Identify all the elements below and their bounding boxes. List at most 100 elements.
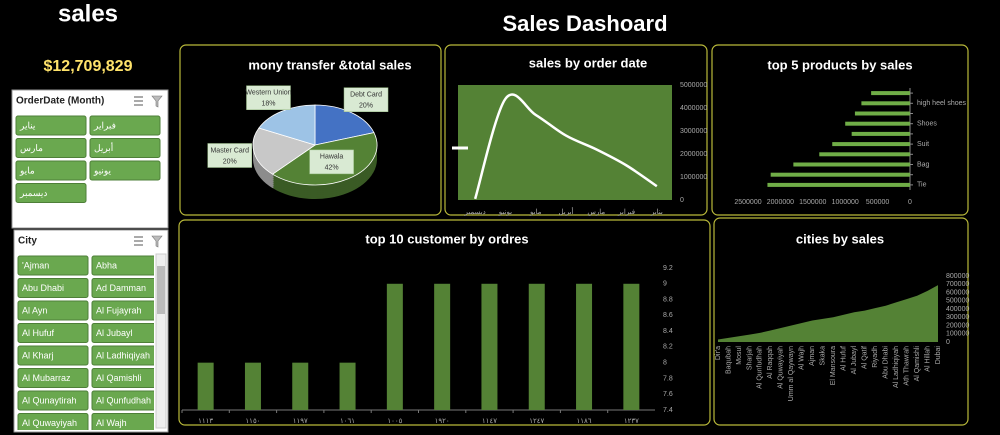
bar (767, 182, 910, 187)
area (718, 285, 938, 342)
slicer-button[interactable] (17, 323, 89, 343)
slicer-button[interactable] (91, 345, 162, 366)
x-tick-label: Al Qamishli (914, 346, 921, 382)
slicer-button[interactable] (15, 160, 87, 181)
y-tick-label: 3000000 (680, 128, 707, 135)
y-tick-label: Shoes (917, 121, 937, 128)
slicer-button[interactable] (91, 390, 162, 411)
x-tick-label: ١٠٦١ (340, 418, 355, 425)
multi-select-icon[interactable] (134, 96, 143, 106)
bar (851, 131, 910, 136)
data-label-box (207, 143, 252, 168)
x-tick-label: Dubai (935, 346, 942, 365)
slicer-button[interactable] (91, 323, 162, 343)
x-tick-label: Al Quwayiyah (778, 346, 785, 389)
slicer-button[interactable] (17, 278, 89, 298)
y-tick-label: 8.4 (663, 328, 673, 335)
bar (832, 142, 910, 147)
x-tick-label: Umm al Qaywayn (788, 346, 795, 401)
y-tick-label: Tie (917, 182, 927, 189)
clear-filter-icon[interactable] (151, 235, 163, 248)
slicer-button-label: يناير (19, 120, 36, 131)
bar (576, 283, 593, 410)
slicer-button[interactable] (15, 138, 87, 158)
x-tick-label: ١٢٣٧ (624, 418, 639, 425)
y-tick-label: Bag (917, 161, 930, 168)
x-tick-label: يونيو (498, 209, 512, 216)
slicer-button[interactable] (17, 345, 89, 366)
bar (770, 172, 910, 177)
slicer-button[interactable] (89, 160, 161, 181)
x-tick-label: ١١١٣ (198, 418, 213, 425)
slicer-button[interactable] (17, 413, 89, 433)
bar (871, 91, 910, 96)
bar (528, 283, 545, 410)
pie-slice (258, 104, 316, 146)
x-tick-label: Al Qatif (862, 346, 869, 369)
slicer-button[interactable] (89, 138, 161, 158)
y-tick-label: 8.8 (663, 296, 673, 303)
x-tick-label: ١٠٠٥ (387, 418, 402, 425)
data-label-value: 42% (325, 165, 339, 172)
data-label-value: 20% (223, 158, 237, 165)
chart-title: mony transfer &total sales (248, 57, 411, 72)
panel (711, 44, 969, 216)
slicer-button-label: Al Qunaytirah (22, 395, 77, 405)
chart-title: top 10 customer by ordres (365, 231, 528, 246)
slicer-button-label: Al Qamishli (96, 373, 142, 383)
slicer-button[interactable] (91, 278, 162, 298)
slicer-button-label: مارس (20, 143, 43, 154)
slicer (11, 89, 169, 229)
slicer-button[interactable] (89, 115, 161, 136)
bar (819, 152, 910, 157)
y-tick-label: 9 (663, 281, 667, 288)
clear-filter-icon[interactable] (151, 95, 163, 108)
data-label-value: 20% (359, 103, 373, 110)
slicer-button-label: Ad Damman (96, 283, 146, 293)
multi-select-icon[interactable] (134, 236, 143, 246)
x-tick-label: مارس (587, 208, 605, 216)
slicer-button[interactable] (15, 183, 87, 203)
slicer-button[interactable] (91, 255, 162, 276)
y-tick-label: 600000 (946, 289, 969, 296)
y-tick-label: 5000000 (680, 82, 707, 89)
slicer-button-label: Al Ayn (22, 305, 47, 315)
y-tick-label: 700000 (946, 281, 969, 288)
x-tick-label: 1500000 (799, 199, 826, 206)
bar (339, 362, 356, 410)
x-tick-label: فبراير (617, 208, 635, 216)
x-tick-label: Abu Dhabi (882, 346, 889, 379)
bar (793, 162, 910, 167)
x-tick-label: El Mansoura (830, 346, 837, 385)
x-tick-label: 1000000 (832, 199, 859, 206)
x-tick-label: Al Jubayl (851, 346, 858, 375)
data-label-name: Hawala (320, 154, 343, 161)
y-tick-label: 8.6 (663, 312, 673, 319)
slicer-button-label: Al Qunfudhah (96, 395, 151, 405)
slicer-button[interactable] (17, 368, 89, 388)
x-tick-label: Ath Thawrah (903, 346, 910, 386)
slicer-button[interactable] (17, 255, 89, 276)
data-label-name: Master Card (210, 147, 249, 154)
slicer-button-label: Abha (96, 260, 117, 270)
bar (434, 283, 451, 410)
x-tick-label: 0 (908, 199, 912, 206)
x-tick-label: ١١٥٠ (245, 418, 260, 425)
slicer-button-label: Al Wajh (96, 418, 127, 428)
y-tick-label: 4000000 (680, 105, 707, 112)
slicer-button[interactable] (15, 115, 87, 136)
slicer-button[interactable] (91, 413, 162, 433)
slicer-button-label: أبريل (94, 141, 113, 154)
slicer-button-label: Al Fujayrah (96, 305, 142, 315)
slicer-button[interactable] (91, 368, 162, 388)
scrollbar-thumb[interactable] (157, 266, 165, 314)
x-tick-label: Al Qunfudhah (757, 346, 764, 389)
slicer-button[interactable] (17, 390, 89, 411)
slicer-button[interactable] (17, 300, 89, 321)
slicer-button[interactable] (91, 300, 162, 321)
header-label: sales (58, 0, 118, 27)
x-tick-label: 2000000 (767, 199, 794, 206)
x-tick-label: يناير (650, 208, 663, 216)
x-tick-label: Al Ladhiqiyah (893, 346, 900, 388)
